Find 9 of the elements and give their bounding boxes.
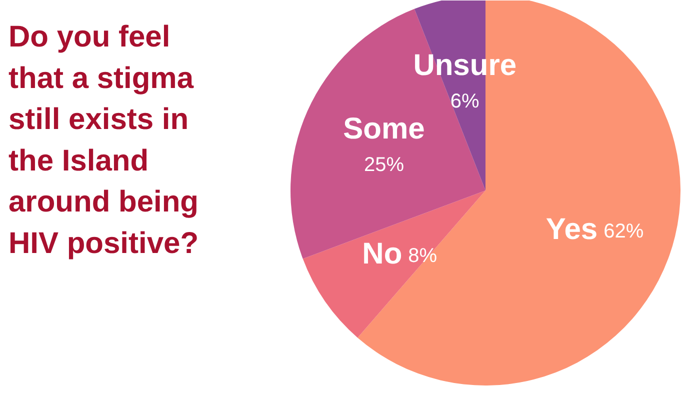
data-label: 25% (364, 154, 404, 176)
data-label: 6% (450, 90, 480, 112)
data-label: 62% (604, 220, 644, 242)
slice-label: Some (343, 112, 425, 146)
data-label: 8% (408, 244, 438, 267)
slice-label: Yes (546, 212, 598, 246)
slice-label: No (362, 237, 402, 270)
slice-label: Unsure (413, 48, 517, 82)
text: Do you feel that a stigma still exists in the Island around being HIV positive? (8, 20, 199, 260)
